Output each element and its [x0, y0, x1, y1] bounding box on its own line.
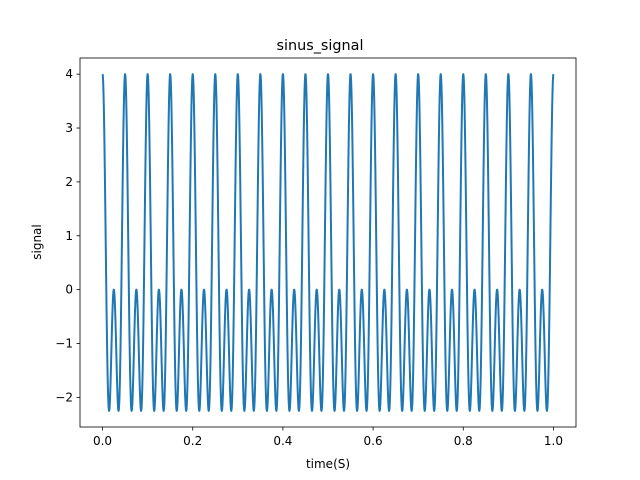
x-tick-label: 0.0 — [93, 434, 112, 448]
y-tick-label: −1 — [55, 337, 73, 351]
axes-frame — [79, 57, 577, 428]
y-tick-label: 2 — [65, 175, 73, 189]
x-axis-label: time(S) — [306, 457, 350, 471]
x-tick-label: 0.4 — [273, 434, 292, 448]
y-tick-label: 1 — [65, 229, 73, 243]
y-tick-label: 3 — [65, 121, 73, 135]
x-tick-label: 0.8 — [454, 434, 473, 448]
y-tick-label: 4 — [65, 67, 73, 81]
y-axis-label: signal — [30, 224, 44, 260]
plot-area — [101, 73, 555, 412]
y-axis: −2 −1 0 1 2 3 4 — [55, 67, 80, 404]
x-axis: 0.0 0.2 0.4 0.6 0.8 1.0 — [93, 427, 563, 448]
signal-line — [101, 73, 555, 412]
y-tick-label: −2 — [55, 390, 73, 404]
x-tick-label: 0.2 — [183, 434, 202, 448]
x-tick-label: 1.0 — [544, 434, 563, 448]
chart-title: sinus_signal — [277, 38, 364, 54]
x-tick-label: 0.6 — [364, 434, 383, 448]
y-tick-label: 0 — [65, 283, 73, 297]
